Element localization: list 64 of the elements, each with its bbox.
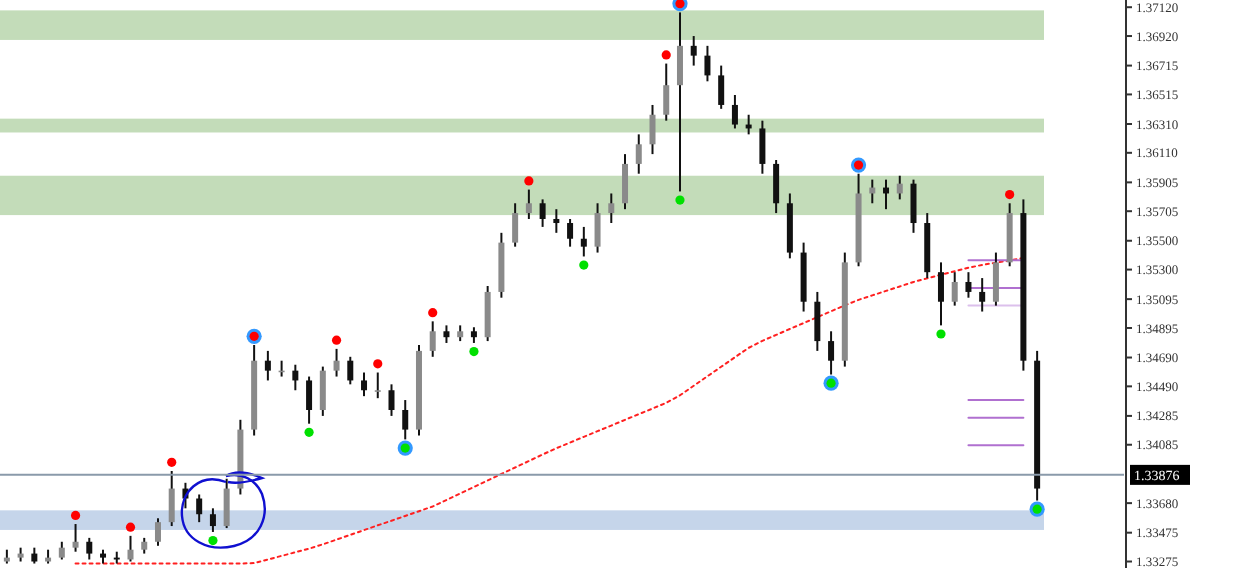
candlestick bbox=[663, 62, 670, 122]
candlestick bbox=[676, 11, 683, 193]
candlestick bbox=[608, 192, 615, 225]
candlestick bbox=[292, 363, 299, 392]
point bbox=[331, 335, 342, 345]
candlestick bbox=[910, 178, 917, 234]
candlestick bbox=[86, 536, 93, 561]
candlestick bbox=[828, 330, 835, 376]
point bbox=[70, 510, 81, 520]
candlestick bbox=[580, 225, 587, 258]
candlestick bbox=[361, 371, 368, 398]
point bbox=[469, 347, 479, 357]
candlestick bbox=[264, 349, 271, 382]
candlestick bbox=[374, 371, 381, 400]
candlestick bbox=[594, 202, 601, 254]
candlestick bbox=[979, 277, 986, 313]
candlestick bbox=[567, 217, 574, 248]
candlestick bbox=[525, 188, 532, 220]
candlestick bbox=[402, 399, 409, 441]
candlestick bbox=[388, 383, 395, 417]
candlestick bbox=[333, 347, 340, 378]
point bbox=[579, 260, 589, 270]
candlestick bbox=[965, 271, 972, 299]
line-series bbox=[74, 257, 1025, 565]
candlestick bbox=[718, 64, 725, 110]
candlestick bbox=[72, 523, 79, 553]
candlestick bbox=[896, 174, 903, 201]
candlestick bbox=[814, 290, 821, 352]
candlestick bbox=[649, 103, 656, 156]
candlestick bbox=[127, 534, 134, 563]
point bbox=[936, 329, 946, 339]
point bbox=[1005, 190, 1015, 200]
candlestick bbox=[512, 202, 519, 248]
point bbox=[373, 359, 383, 369]
candlestick bbox=[196, 493, 203, 524]
candlestick bbox=[168, 469, 175, 528]
candlestick bbox=[484, 285, 491, 343]
candlestick bbox=[539, 198, 546, 228]
candlestick bbox=[347, 355, 354, 386]
candlestick bbox=[731, 94, 738, 130]
candlestick bbox=[937, 261, 944, 327]
candlestick bbox=[209, 507, 216, 533]
point bbox=[208, 536, 218, 546]
candlestick bbox=[773, 159, 780, 215]
candlestick bbox=[759, 119, 766, 175]
point bbox=[167, 457, 177, 467]
point bbox=[304, 427, 314, 437]
candlestick bbox=[951, 271, 958, 307]
candlestick bbox=[690, 35, 697, 67]
point bbox=[675, 195, 685, 205]
candlestick bbox=[429, 320, 436, 358]
candlestick bbox=[553, 208, 560, 234]
candlestick bbox=[992, 251, 999, 307]
candlestick bbox=[635, 133, 642, 175]
point bbox=[524, 176, 534, 186]
candlestick bbox=[319, 365, 326, 417]
point bbox=[661, 50, 671, 60]
candlestick bbox=[154, 517, 161, 547]
candlestick bbox=[622, 153, 629, 211]
candlestick bbox=[704, 44, 711, 83]
point bbox=[125, 522, 136, 532]
candlestick bbox=[223, 477, 230, 530]
point bbox=[428, 308, 438, 318]
candlestick bbox=[306, 375, 313, 425]
